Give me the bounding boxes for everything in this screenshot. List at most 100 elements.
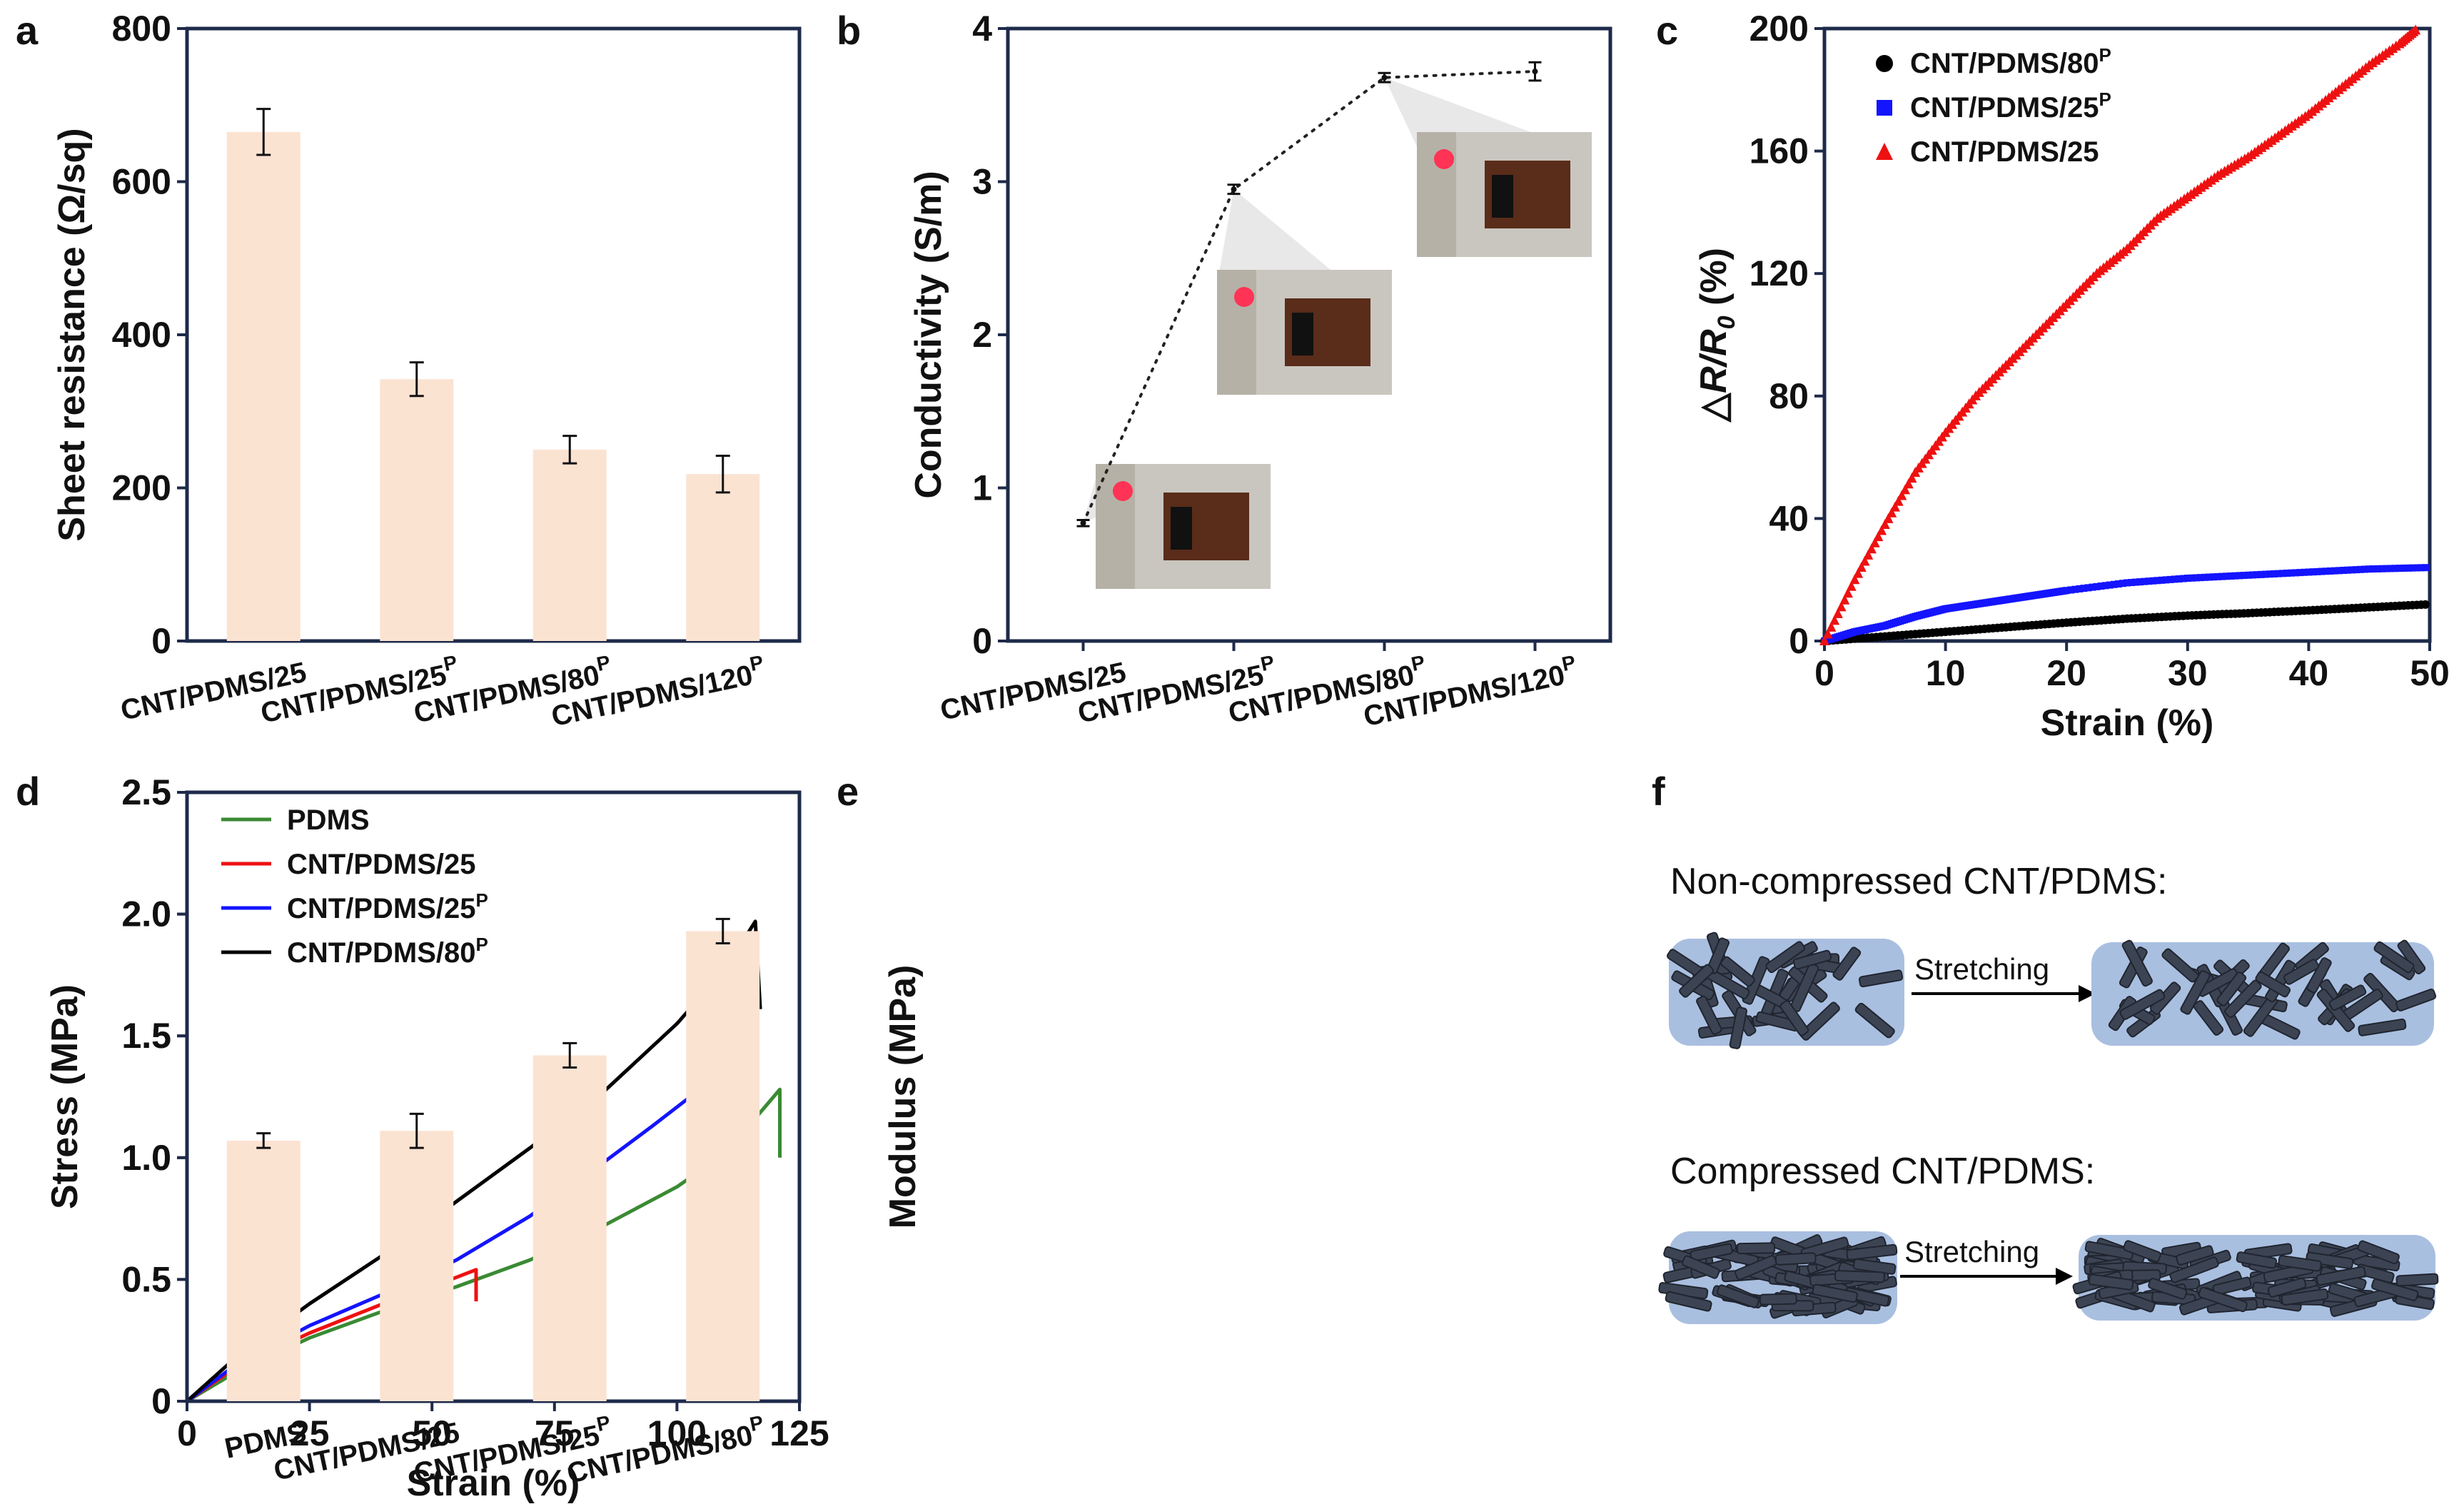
marker-triangle	[1859, 555, 1870, 566]
marker-square	[2378, 565, 2386, 572]
y-tick-label: 2	[972, 315, 992, 355]
marker-triangle	[1903, 478, 1914, 489]
cnt-rod	[2169, 1256, 2219, 1283]
marker-square	[2357, 565, 2365, 573]
cnt-rod	[1720, 956, 1755, 987]
sample-strip	[1492, 175, 1513, 218]
marker-square	[2210, 573, 2218, 581]
marker-square	[2063, 587, 2071, 595]
noncompressed-title: Non-compressed CNT/PDMS:	[1670, 861, 2167, 902]
cnt-rod	[2198, 1286, 2248, 1313]
marker-triangle	[1846, 580, 1857, 591]
legend-entry: CNT/PDMS/80P	[1910, 44, 2111, 79]
marker-square	[2080, 585, 2088, 592]
y-tick-label: 3	[972, 162, 992, 202]
marker-square	[2227, 572, 2235, 580]
marker-square	[2395, 565, 2403, 572]
marker-square	[2343, 566, 2351, 574]
marker-square	[2253, 571, 2261, 579]
cnt-rod	[1716, 1284, 1759, 1308]
marker-square	[2114, 580, 2122, 588]
marker-square	[2206, 573, 2213, 581]
cnt-rod	[2265, 959, 2296, 1003]
cnt-rod	[2148, 1278, 2188, 1300]
y-tick-label: 2.5	[121, 772, 171, 812]
y-tick-label: 400	[112, 315, 171, 355]
legend-entry: CNT/PDMS/25	[1910, 136, 2099, 168]
bar	[226, 1140, 301, 1401]
y-axis-label: Modulus (MPa)	[882, 965, 924, 1229]
cnt-network-loose-after	[2108, 939, 2437, 1040]
legend-entry: CNT/PDMS/25P	[287, 889, 488, 924]
cnt-rod	[2316, 1266, 2366, 1286]
x-tick-label: 25	[290, 1413, 330, 1453]
x-axis-label: Strain (%)	[2041, 702, 2214, 744]
legend-entry: CNT/PDMS/25	[287, 849, 476, 880]
legend-entry: CNT/PDMS/25P	[1910, 89, 2111, 123]
marker-square	[2365, 565, 2373, 573]
arrowhead-2	[2056, 1268, 2073, 1285]
marker-square	[2275, 570, 2282, 577]
marker-square	[2119, 580, 2126, 587]
bar	[380, 1131, 454, 1401]
marker-square	[2400, 564, 2408, 572]
marker-square	[2383, 565, 2390, 572]
cnt-rod	[2373, 941, 2415, 974]
cnt-rod	[1779, 1000, 1809, 1036]
cnt-rod	[2395, 988, 2437, 1011]
marker-square	[2084, 584, 2092, 592]
schematic-panel: Non-compressed CNT/PDMS: Stretching Comp…	[1658, 861, 2439, 1324]
marker-square	[2313, 567, 2321, 575]
y-tick-label: 800	[112, 9, 171, 49]
breadboard	[1217, 270, 1256, 395]
marker-square	[2335, 567, 2343, 575]
cnt-rod	[1665, 1291, 1712, 1312]
panel-label-c: c	[1656, 8, 1678, 53]
cnt-rod	[1690, 1243, 1733, 1262]
inset-callout	[1217, 189, 1331, 284]
cnt-rod	[2216, 971, 2247, 1006]
cnt-rod	[2267, 1277, 2307, 1298]
panel-label-e: e	[837, 769, 859, 814]
marker-triangle	[1819, 635, 1829, 645]
marker-square	[2331, 567, 2338, 575]
x-tick-label: 75	[535, 1413, 575, 1453]
panel-label-f: f	[1652, 769, 1665, 814]
marker-square	[2145, 577, 2153, 585]
stretch-label-2: Stretching	[1904, 1235, 2039, 1268]
data-point	[1231, 186, 1237, 193]
marker-square	[2171, 575, 2178, 583]
x-axis-label: Strain (%)	[407, 1463, 580, 1504]
marker-triangle	[1849, 574, 1860, 585]
led-glow	[1113, 481, 1133, 501]
marker-square	[2162, 576, 2170, 584]
marker-square	[2408, 564, 2416, 572]
y-tick-label: 0	[151, 1381, 171, 1421]
cnt-rod	[1792, 949, 1832, 970]
marker-square	[2093, 582, 2101, 590]
marker-triangle	[1863, 549, 1874, 560]
x-tick-label: 50	[2410, 653, 2450, 693]
cnt-rod	[1679, 964, 1715, 998]
marker-square	[2283, 570, 2291, 577]
breadboard	[1096, 464, 1135, 589]
bar	[686, 474, 760, 641]
cnt-rod	[1834, 1270, 1885, 1283]
x-tick-label: 0	[1814, 653, 1834, 693]
panel-label-a: a	[16, 8, 39, 53]
marker-square	[2322, 567, 2330, 575]
x-tick-label: 0	[177, 1413, 197, 1453]
legend-marker	[1877, 100, 1892, 116]
y-tick-label: 160	[1749, 131, 1809, 171]
marker-square	[2106, 581, 2114, 589]
data-point	[1080, 520, 1086, 526]
bar	[532, 1055, 607, 1401]
marker-square	[2326, 567, 2334, 575]
cnt-rod	[2328, 984, 2367, 1011]
cnt-rod	[2358, 1018, 2407, 1036]
marker-square	[2124, 579, 2131, 587]
marker-square	[2175, 575, 2183, 582]
cnt-network-dense-after	[2072, 1237, 2439, 1317]
